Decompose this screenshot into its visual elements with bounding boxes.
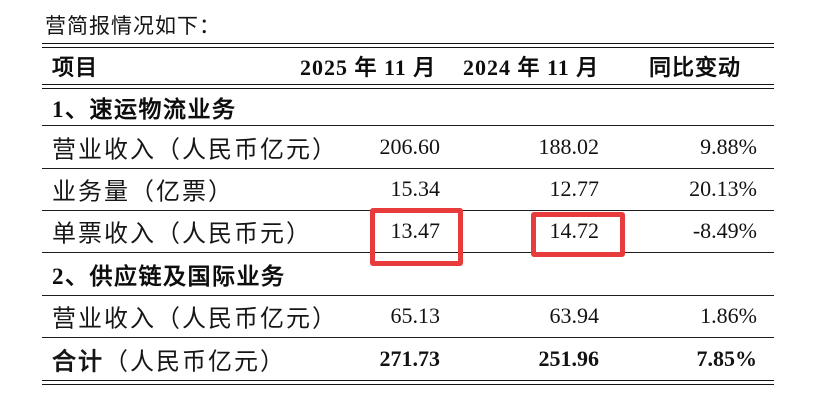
value-2024: 251.96 bbox=[538, 345, 600, 371]
table-border-bottom bbox=[42, 380, 774, 385]
value-2025: 271.73 bbox=[379, 345, 441, 371]
value-yoy: 7.85% bbox=[696, 345, 758, 371]
row-label: 业务量（亿票） bbox=[52, 179, 234, 206]
value-2025: 15.34 bbox=[390, 176, 441, 201]
table-row-parcel-volume: 业务量（亿票） 15.34 12.77 20.13% bbox=[42, 168, 774, 210]
table-row-revenue-per-parcel: 单票收入（人民币元） 13.47 14.72 -8.49% bbox=[42, 210, 774, 252]
value-2025: 65.13 bbox=[390, 303, 441, 328]
section-label: 2、供应链及国际业务 bbox=[52, 263, 286, 289]
value-2024: 12.77 bbox=[549, 176, 600, 201]
section-label: 1、速运物流业务 bbox=[52, 97, 237, 122]
column-header-yoy-change: 同比变动 bbox=[649, 54, 742, 80]
row-label: 营业收入（人民币亿元） bbox=[52, 137, 338, 163]
row-label: 单票收入（人民币元） bbox=[52, 221, 312, 248]
table-border-top bbox=[42, 43, 774, 48]
row-separator bbox=[42, 295, 774, 296]
financial-summary-table: 项目 2025 年 11 月 2024 年 11 月 同比变动 1、速运物流业务… bbox=[42, 43, 774, 387]
section-row-express-logistics: 1、速运物流业务 bbox=[42, 89, 774, 125]
highlight-box-2024-per-parcel bbox=[531, 212, 625, 257]
value-yoy: 20.13% bbox=[689, 176, 757, 201]
highlight-box-2025-per-parcel bbox=[370, 208, 463, 266]
value-yoy: 9.88% bbox=[700, 133, 757, 159]
column-header-2024-nov: 2024 年 11 月 bbox=[463, 54, 600, 80]
row-label: 合计（人民币亿元） bbox=[52, 341, 286, 376]
header-row: 项目 2025 年 11 月 2024 年 11 月 同比变动 bbox=[42, 47, 774, 84]
total-label-unit: （人民币亿元） bbox=[104, 349, 286, 375]
value-2024: 63.94 bbox=[549, 303, 600, 328]
column-header-item: 项目 bbox=[52, 54, 99, 80]
value-2024: 188.02 bbox=[538, 133, 600, 159]
value-yoy: -8.49% bbox=[692, 218, 757, 243]
row-separator bbox=[42, 252, 774, 253]
row-separator bbox=[42, 337, 774, 338]
value-2025: 206.60 bbox=[379, 133, 441, 159]
section-row-supply-chain-intl: 2、供应链及国际业务 bbox=[42, 252, 774, 295]
table-row-revenue-supply-chain: 营业收入（人民币亿元） 65.13 63.94 1.86% bbox=[42, 295, 774, 337]
row-separator bbox=[42, 168, 774, 169]
column-header-2025-nov: 2025 年 11 月 bbox=[300, 54, 437, 80]
page-title: 营简报情况如下： bbox=[45, 14, 221, 38]
value-yoy: 1.86% bbox=[700, 303, 757, 328]
row-separator bbox=[42, 125, 774, 126]
total-label-bold: 合计 bbox=[52, 349, 104, 375]
value-2025: 13.47 bbox=[390, 218, 441, 243]
header-bottom-border bbox=[42, 84, 774, 89]
value-2024: 14.72 bbox=[549, 218, 600, 243]
table-row-revenue-express: 营业收入（人民币亿元） 206.60 188.02 9.88% bbox=[42, 125, 774, 168]
table-row-total: 合计（人民币亿元） 271.73 251.96 7.85% bbox=[42, 337, 774, 380]
row-label: 营业收入（人民币亿元） bbox=[52, 306, 338, 333]
